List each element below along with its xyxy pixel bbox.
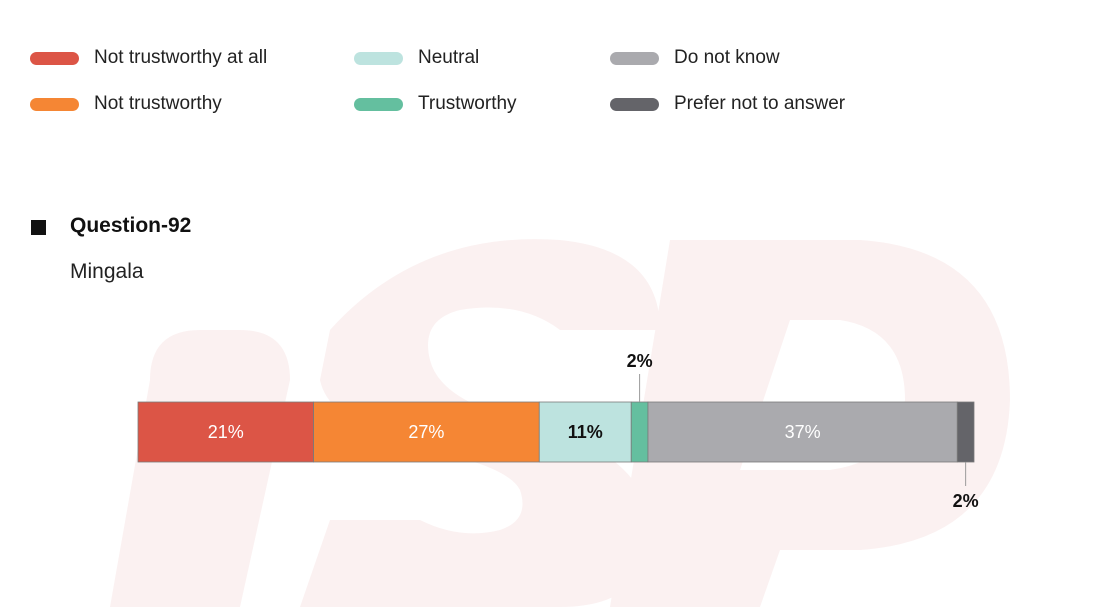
data-label-neutral: 11% — [568, 422, 603, 442]
bar-segment-neutral — [538, 401, 632, 463]
bar-segment-do-not-know — [647, 401, 958, 463]
question-title: Question-92 — [70, 214, 192, 237]
chart-legend: Not trustworthy at all Not trustworthy N… — [30, 44, 930, 124]
data-label-not-trustworthy-at-all: 21% — [208, 422, 244, 442]
legend-label: Neutral — [418, 47, 480, 68]
legend-item-do-not-know: Do not know — [610, 44, 780, 72]
legend-swatch — [30, 51, 79, 65]
legend-swatch — [354, 97, 403, 111]
legend-item-prefer-not-to-answer: Prefer not to answer — [610, 90, 845, 118]
question-bullet — [31, 220, 46, 235]
legend-label: Trustworthy — [418, 93, 517, 114]
legend-swatch — [30, 97, 79, 111]
legend-swatch — [610, 97, 659, 111]
bar-segment-trustworthy — [630, 401, 649, 463]
bar-segment-not-trustworthy — [313, 401, 540, 463]
data-label-do-not-know: 37% — [785, 422, 821, 442]
legend-item-trustworthy: Trustworthy — [354, 90, 517, 118]
legend-swatch — [610, 51, 659, 65]
bar-segment-not-trustworthy-at-all — [137, 401, 314, 463]
legend-label: Do not know — [674, 47, 780, 68]
legend-label: Prefer not to answer — [674, 93, 846, 114]
legend-item-not-trustworthy: Not trustworthy — [30, 90, 222, 118]
bar-segment-prefer-not-to-answer — [956, 401, 975, 463]
legend-item-not-trustworthy-at-all: Not trustworthy at all — [30, 44, 267, 72]
legend-label: Not trustworthy at all — [94, 47, 268, 68]
question-subtitle: Mingala — [70, 260, 144, 283]
data-label-prefer-not-to-answer: 2% — [953, 491, 979, 511]
data-label-trustworthy: 2% — [627, 351, 653, 371]
legend-label: Not trustworthy — [94, 93, 222, 114]
legend-swatch — [354, 51, 403, 65]
data-label-not-trustworthy: 27% — [408, 422, 444, 442]
legend-item-neutral: Neutral — [354, 44, 479, 72]
